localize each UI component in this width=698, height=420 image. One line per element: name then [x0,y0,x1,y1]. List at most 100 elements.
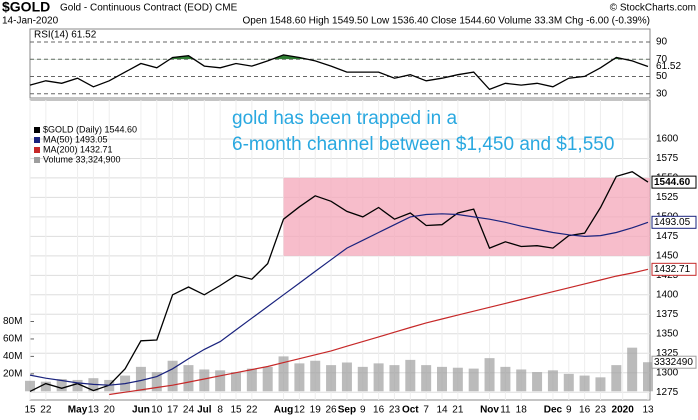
x-tick-label: 15 [230,405,242,416]
last-value-box [651,175,697,189]
x-tick-label: 22 [246,405,258,416]
last-value-label: 3332490 [654,357,693,368]
volume-bar [452,367,463,392]
last-value-label: 1544.60 [654,177,691,188]
y-tick-label: 30 [656,88,668,99]
y-tick-label: 90 [656,37,668,48]
series-line [29,213,649,386]
y-tick-label: 1375 [656,309,679,320]
last-value-box [651,262,697,276]
volume-bar [611,365,622,392]
y-tick-label: 1525 [656,192,679,203]
volume-bar [389,365,400,392]
volume-bar [468,368,479,392]
x-tick-label: 16 [579,405,591,416]
volume-bar [167,360,178,392]
volume-bar [183,365,194,392]
y2-tick-label: 40M [3,351,22,362]
x-tick-label: 14 [436,405,448,416]
volume-bar [231,372,241,392]
x-tick-label: 15 [24,405,36,416]
y2-tick-label: 20M [3,368,22,379]
volume-bar [643,362,653,392]
volume-bar [627,347,638,392]
y-tick-label: 1400 [656,289,679,300]
instrument-name: Gold - Continuous Contract (EOD) CME [60,3,238,14]
x-tick-label: 9 [360,405,366,416]
volume-bar [310,360,321,392]
x-tick-label: Aug [274,405,293,416]
x-tick-label: 24 [183,405,195,416]
volume-bar [579,375,590,392]
x-tick-label: 11 [500,405,511,416]
x-tick-label: Jul [197,405,212,416]
volume-bar [246,368,257,392]
volume-bar [484,358,495,392]
volume-bar [437,366,447,392]
volume-bar [135,366,146,392]
y2-tick-label: 80M [3,316,22,327]
date: 14-Jan-2020 [2,16,59,27]
x-tick-label: 7 [423,405,429,416]
volume-bar [516,369,527,392]
volume-bar [547,370,558,392]
legend-swatch [34,137,40,143]
volume-bar [215,370,226,392]
x-tick-label: 12 [294,405,306,416]
channel-band [283,177,650,256]
x-tick-label: May [68,405,88,416]
rsi-frame [29,28,651,99]
volume-bar [72,379,83,392]
volume-bar [25,380,35,392]
y-tick-label: 70 [656,54,668,65]
overbought-area [30,54,648,60]
volume-bar [500,366,511,392]
last-value-box [651,355,697,369]
y-tick-label: 1275 [656,387,679,398]
x-tick-label: 8 [217,405,223,416]
x-tick-label: 22 [40,405,52,416]
volume-bar [563,373,574,392]
volume-bar [421,365,432,392]
x-tick-label: 2020 [612,405,635,416]
x-tick-label: 18 [516,405,528,416]
y-tick-label: 1300 [656,367,679,378]
x-tick-label: 13 [88,405,100,416]
volume-bar [341,362,352,392]
series-line [109,268,649,396]
volume-bar [326,365,337,392]
last-value-label: 1432.71 [654,264,691,275]
y-tick-label: 1325 [656,348,679,359]
x-tick-label: 17 [167,405,179,416]
x-tick-label: Jun [132,405,150,416]
legend-swatch [34,157,40,163]
series-line [29,170,649,392]
last-value-label: 1493.05 [654,217,691,228]
x-tick-label: 26 [326,405,338,416]
volume-bar [294,363,305,392]
last-value-label: 61.52 [656,61,681,72]
x-tick-label: 23 [389,405,401,416]
volume-bar [262,366,273,392]
volume-bar [278,356,289,392]
y2-tick-label: 60M [3,334,22,345]
y-tick-label: 1575 [656,153,679,164]
y-tick-label: 1600 [656,134,679,145]
volume-bar [56,379,67,392]
x-tick-label: 20 [104,405,116,416]
quote: Open 1548.60 High 1549.50 Low 1536.40 Cl… [243,16,651,27]
annotation: gold has been trapped in a 6-month channe… [232,108,614,155]
x-tick-label: 16 [373,405,385,416]
legend-entry: MA(200) 1432.71 [43,144,113,154]
volume-bar [151,372,162,392]
volume-bar [357,366,368,392]
legend-swatch [34,127,40,133]
credit: © StockCharts.com [610,3,696,14]
y-tick-label: 1475 [656,231,679,242]
x-tick-label: 9 [566,405,572,416]
x-tick-label: 13 [642,405,654,416]
last-value-box [651,215,697,229]
legend-entry: MA(50) 1493.05 [43,134,108,144]
x-tick-label: Nov [480,405,499,416]
